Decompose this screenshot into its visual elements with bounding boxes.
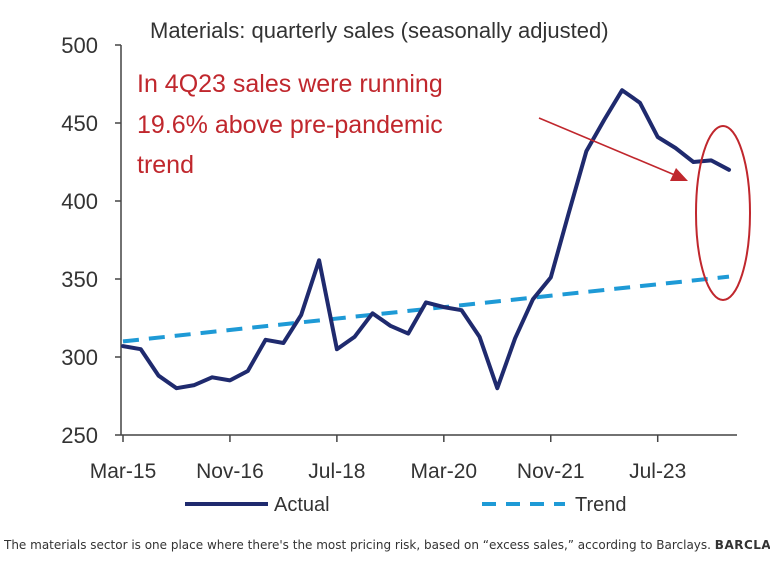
annotation-line-3: trend	[137, 151, 194, 179]
y-tick-label: 350	[61, 267, 98, 292]
annotation-line-2: 19.6% above pre-pandemic	[137, 111, 443, 139]
x-tick-label: Nov-21	[517, 460, 585, 483]
materials-sales-chart: Materials: quarterly sales (seasonally a…	[61, 18, 751, 516]
caption: The materials sector is one place where …	[4, 538, 770, 556]
annotation-arrow	[538, 117, 683, 179]
x-tick-label: Jul-18	[308, 460, 365, 483]
annotation-arrowhead	[670, 168, 688, 181]
caption-text: The materials sector is one place where …	[4, 538, 711, 552]
y-axis: 250 300 350 400 450 500	[61, 33, 122, 448]
annotation-text: In 4Q23 sales were running 19.6% above p…	[137, 70, 450, 179]
x-tick-label: Nov-16	[196, 460, 264, 483]
legend-actual-label: Actual	[274, 494, 330, 516]
legend: Actual Trend	[185, 494, 627, 516]
annotation: In 4Q23 sales were running 19.6% above p…	[137, 70, 751, 301]
actual-line	[121, 88, 731, 391]
highlight-ellipse	[695, 125, 751, 301]
series-layer	[121, 88, 731, 391]
chart-title: Materials: quarterly sales (seasonally a…	[150, 18, 609, 43]
x-tick-label: Mar-20	[411, 460, 478, 483]
barclays-logo: BARCLAYS	[714, 538, 770, 552]
annotation-line-1: In 4Q23 sales were running	[137, 70, 443, 98]
x-tick-label: Jul-23	[629, 460, 686, 483]
y-tick-label: 300	[61, 345, 98, 370]
y-tick-label: 500	[61, 33, 98, 58]
y-tick-label: 450	[61, 111, 98, 136]
y-tick-label: 250	[61, 423, 98, 448]
x-axis: Mar-15 Nov-16 Jul-18 Mar-20 Nov-21 Jul-23	[90, 434, 737, 483]
y-tick-label: 400	[61, 189, 98, 214]
legend-trend-label: Trend	[575, 494, 627, 516]
trend-line	[122, 274, 730, 344]
x-tick-label: Mar-15	[90, 460, 157, 483]
